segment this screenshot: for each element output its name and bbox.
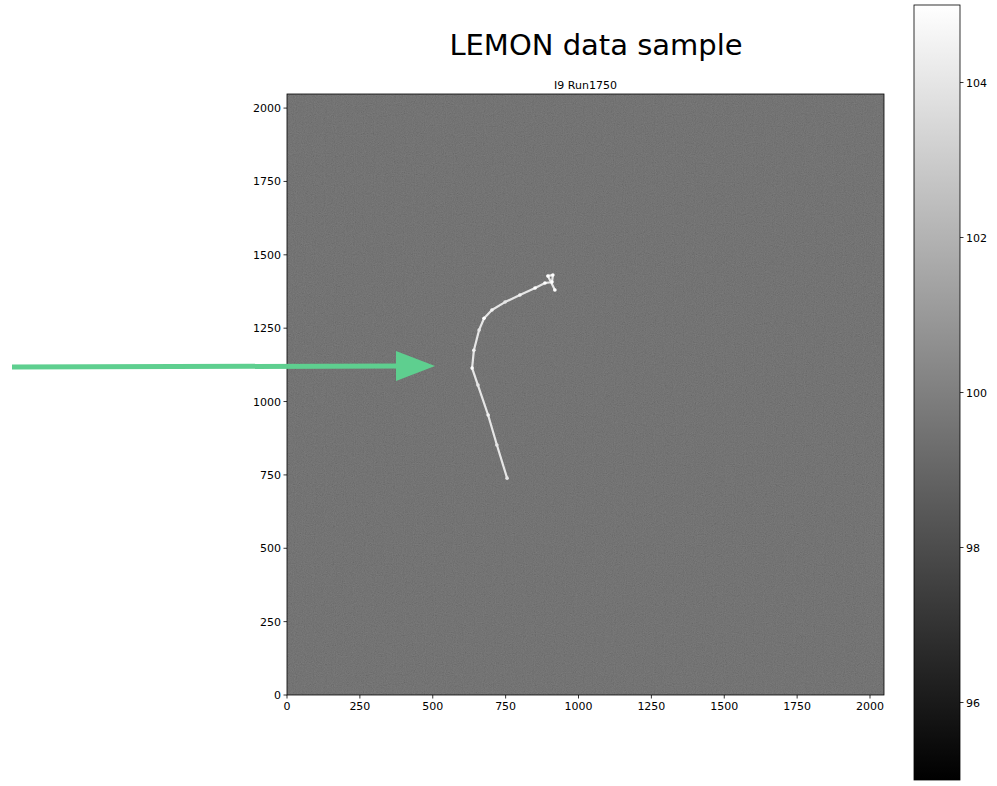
y-tick-label: 1500	[253, 249, 281, 262]
y-tick	[284, 474, 288, 475]
y-tick-label: 1750	[253, 175, 281, 188]
track-point	[550, 280, 554, 284]
y-tick	[284, 254, 288, 255]
track-point	[518, 293, 522, 297]
track-point	[546, 274, 550, 278]
x-tick-label: 2000	[856, 700, 884, 713]
track-point	[490, 308, 494, 312]
y-tick-label: 0	[274, 689, 281, 702]
track-point	[477, 328, 481, 332]
x-tick-label: 500	[422, 700, 443, 713]
x-tick-label: 750	[495, 700, 516, 713]
track-point	[533, 286, 537, 290]
y-tick	[284, 695, 288, 696]
y-tick-label: 250	[260, 616, 281, 629]
track-point	[470, 366, 474, 370]
noise-texture	[287, 94, 884, 695]
x-tick	[432, 695, 433, 699]
x-tick	[724, 695, 725, 699]
track-point	[503, 300, 507, 304]
suptitle: LEMON data sample	[449, 28, 742, 62]
x-tick	[578, 695, 579, 699]
y-tick-label: 500	[260, 542, 281, 555]
y-tick	[284, 181, 288, 182]
colorbar	[914, 5, 960, 780]
x-tick-label: 1500	[710, 700, 738, 713]
track-line	[472, 275, 555, 478]
chart: LEMON data sample I9 Run1750 0 250 500 750 100…	[0, 0, 997, 786]
colorbar-tick-label: 102	[966, 232, 987, 245]
track-point	[551, 273, 555, 277]
colorbar-tick	[960, 237, 964, 238]
plot-title: I9 Run1750	[554, 79, 617, 92]
colorbar-tick	[960, 702, 964, 703]
colorbar-tick-label: 104	[966, 77, 987, 90]
y-tick-label: 2000	[253, 102, 281, 115]
x-tick	[287, 695, 288, 699]
track-point	[476, 383, 480, 387]
x-tick	[359, 695, 360, 699]
y-tick	[284, 548, 288, 549]
y-tick	[284, 401, 288, 402]
x-tick-label: 1250	[637, 700, 665, 713]
y-tick-label: 1250	[253, 322, 281, 335]
image	[287, 94, 884, 695]
y-tick	[284, 621, 288, 622]
colorbar-tick	[960, 392, 964, 393]
x-tick-label: 250	[349, 700, 370, 713]
colorbar-tick	[960, 82, 964, 83]
colorbar-tick-label: 100	[966, 387, 987, 400]
y-tick-label: 750	[260, 469, 281, 482]
x-tick	[870, 695, 871, 699]
x-tick-label: 1000	[565, 700, 593, 713]
x-tick	[651, 695, 652, 699]
arrow-head	[396, 351, 435, 381]
arrow-shaft	[12, 366, 400, 367]
track-point	[482, 316, 486, 320]
x-tick	[505, 695, 506, 699]
track-point	[495, 443, 499, 447]
x-tick	[797, 695, 798, 699]
track-point	[505, 476, 509, 480]
x-tick-label: 0	[284, 700, 291, 713]
track-point	[486, 413, 490, 417]
track-point	[553, 288, 557, 292]
colorbar-tick-label: 96	[966, 697, 980, 710]
track-point	[543, 281, 547, 285]
colorbar-tick-label: 98	[966, 542, 980, 555]
background	[287, 94, 884, 695]
y-tick	[284, 108, 288, 109]
y-tick	[284, 328, 288, 329]
colorbar-tick	[960, 547, 964, 548]
x-tick-label: 1750	[783, 700, 811, 713]
y-tick-label: 1000	[253, 396, 281, 409]
track-point	[472, 348, 476, 352]
frame	[287, 94, 884, 695]
